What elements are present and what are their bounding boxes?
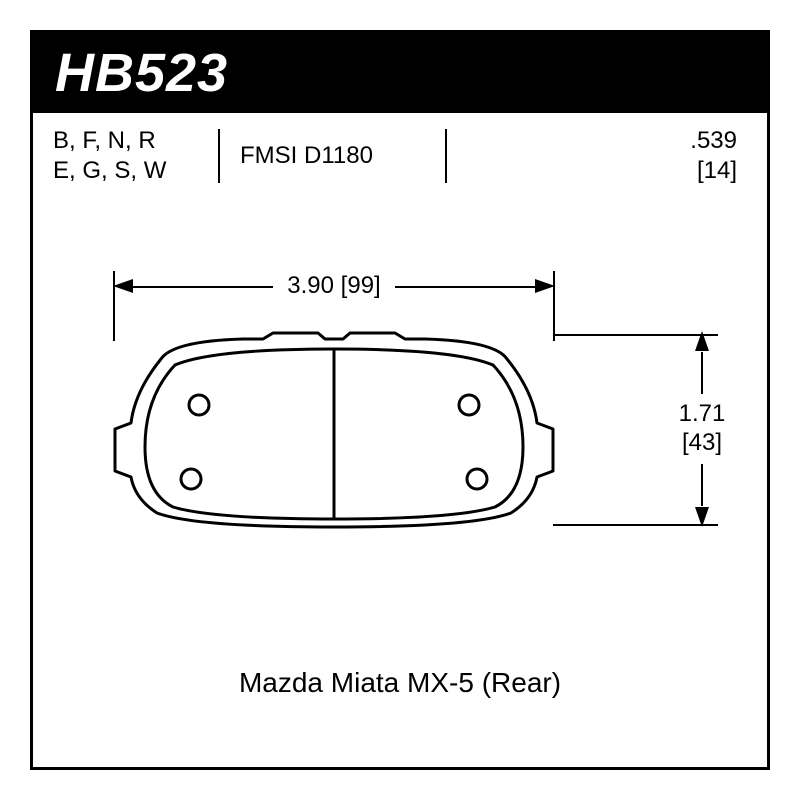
drawing-area: 3.90 [99] 1.71 (33, 199, 767, 767)
info-strip: B, F, N, R E, G, S, W FMSI D1180 .539 [1… (33, 113, 767, 199)
arrow-up-icon (695, 331, 709, 351)
dim-line (395, 286, 537, 288)
brake-pad-outline (113, 329, 555, 529)
dim-line (131, 286, 273, 288)
thickness-column: .539 [14] (612, 113, 767, 199)
application-caption: Mazda Miata MX-5 (Rear) (33, 667, 767, 699)
compounds-line-1: B, F, N, R (53, 126, 198, 156)
width-dimension: 3.90 [99] (113, 271, 555, 301)
spec-sheet-frame: HB523 B, F, N, R E, G, S, W FMSI D1180 .… (30, 30, 770, 770)
fmsi-column: FMSI D1180 (220, 113, 445, 199)
compounds-column: B, F, N, R E, G, S, W (33, 113, 218, 199)
height-dimension: 1.71 [43] (687, 334, 717, 524)
fmsi-code: FMSI D1180 (240, 141, 425, 171)
height-label: 1.71 [43] (679, 400, 726, 458)
arrow-right-icon (535, 279, 555, 293)
compounds-line-2: E, G, S, W (53, 156, 198, 186)
spacer-column (447, 113, 612, 199)
width-label: 3.90 [99] (287, 272, 380, 300)
thickness-value: .539 [14] (632, 96, 737, 216)
dim-line (701, 352, 703, 394)
arrow-down-icon (695, 507, 709, 527)
arrow-left-icon (113, 279, 133, 293)
extension-line (553, 524, 718, 526)
dim-line (701, 464, 703, 506)
part-number: HB523 (55, 42, 228, 104)
